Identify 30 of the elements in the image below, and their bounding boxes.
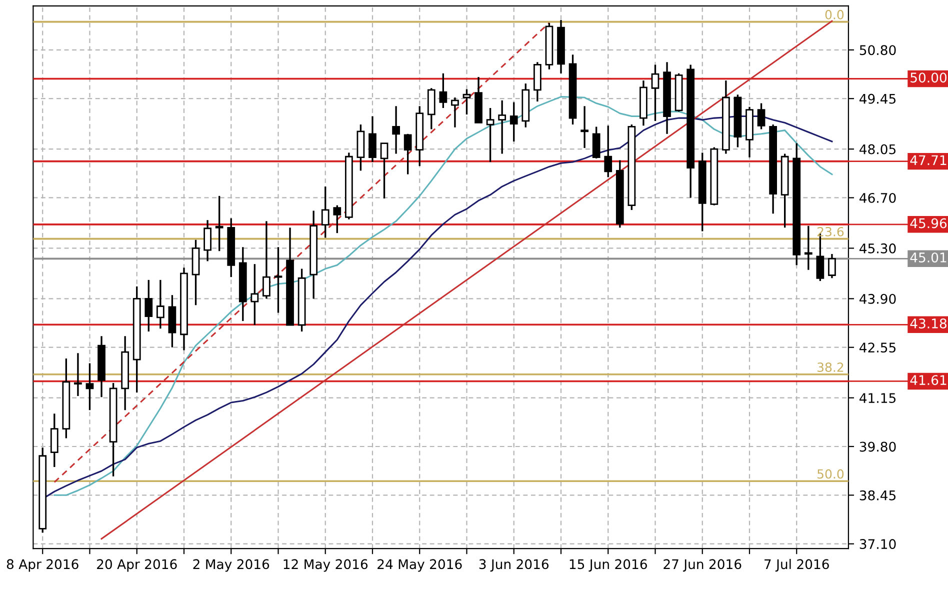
- x-tick-label: 15 Jun 2016: [570, 559, 647, 572]
- ref-line-label: 41.61: [910, 375, 946, 386]
- y-tick-label: 39.80: [860, 442, 896, 452]
- annotation: 50.0: [818, 469, 844, 479]
- ref-line-label: 47.71: [910, 155, 946, 165]
- y-tick-label: 45.30: [860, 243, 896, 254]
- x-tick-label: 12 May 2016: [284, 559, 368, 572]
- ref-line-label: 45.96: [910, 218, 947, 228]
- annotation: 0.0: [825, 10, 844, 20]
- y-tick-label: 41.15: [860, 393, 896, 404]
- y-tick-label: 37.10: [860, 539, 896, 550]
- annotation: 23.6: [817, 226, 844, 236]
- x-tick-label: 3 Jun 2016: [479, 559, 549, 572]
- x-tick-label: 7 Jul 2016: [764, 558, 829, 572]
- ref-line-label: 50.00: [910, 72, 947, 83]
- x-tick-label: 2 May 2016: [193, 559, 270, 572]
- x-tick-label: 20 Apr 2016: [97, 559, 177, 572]
- ref-line-label: 45.01: [910, 252, 946, 262]
- x-tick-label: 24 May 2016: [378, 559, 462, 572]
- annotation: 38.2: [818, 362, 844, 372]
- y-tick-label: 43.90: [860, 294, 896, 304]
- ref-line-label: 43.18: [910, 318, 946, 328]
- y-tick-label: 42.55: [860, 342, 896, 353]
- y-tick-label: 48.05: [860, 144, 896, 154]
- y-tick-label: 38.45: [860, 490, 896, 500]
- y-tick-label: 50.80: [860, 45, 896, 56]
- y-tick-label: 46.70: [860, 192, 896, 203]
- x-tick-label: 27 Jun 2016: [664, 559, 742, 572]
- y-tick-label: 49.45: [860, 94, 896, 104]
- x-tick-label: 8 Apr 2016: [6, 559, 78, 572]
